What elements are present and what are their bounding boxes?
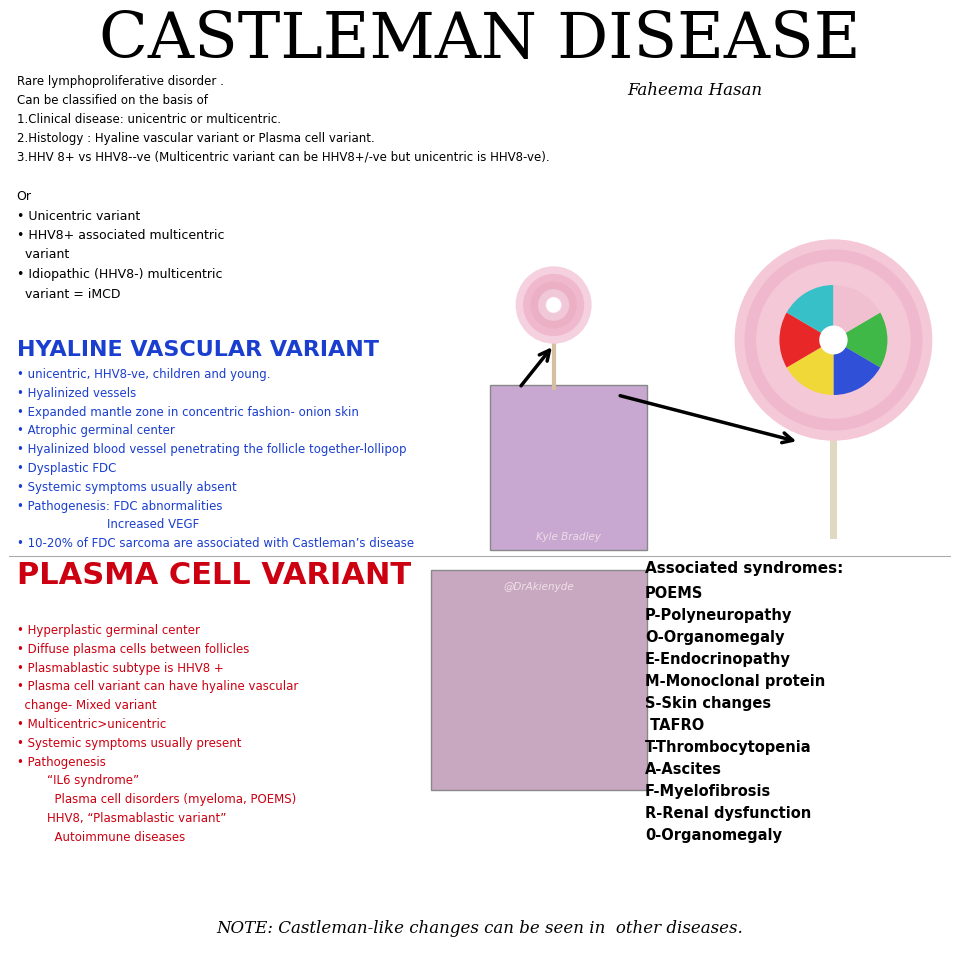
Circle shape [546, 298, 561, 313]
Wedge shape [833, 285, 880, 340]
Circle shape [516, 267, 591, 343]
Text: Kyle Bradley: Kyle Bradley [536, 532, 601, 542]
Text: • Hyperplastic germinal center
• Diffuse plasma cells between follicles
• Plasma: • Hyperplastic germinal center • Diffuse… [16, 624, 298, 844]
Circle shape [820, 326, 847, 353]
Text: CASTLEMAN DISEASE: CASTLEMAN DISEASE [99, 10, 861, 71]
Text: POEMS: POEMS [645, 586, 704, 601]
Text: M-Monoclonal protein: M-Monoclonal protein [645, 674, 826, 689]
Text: TAFRO: TAFRO [645, 718, 705, 733]
Text: NOTE: Castleman-like changes can be seen in  other diseases.: NOTE: Castleman-like changes can be seen… [217, 920, 743, 937]
Text: F-Myelofibrosis: F-Myelofibrosis [645, 784, 771, 799]
Text: R-Renal dysfunction: R-Renal dysfunction [645, 806, 811, 821]
Bar [431, 570, 647, 790]
Text: 0-Organomegaly: 0-Organomegaly [645, 828, 782, 843]
Text: P-Polyneuropathy: P-Polyneuropathy [645, 608, 792, 623]
Wedge shape [786, 285, 833, 340]
Text: E-Endocrinopathy: E-Endocrinopathy [645, 652, 791, 667]
Wedge shape [833, 313, 887, 368]
Wedge shape [786, 340, 833, 395]
Circle shape [539, 290, 568, 321]
Text: A-Ascites: A-Ascites [645, 762, 722, 777]
Text: @DrAkienyde: @DrAkienyde [504, 582, 574, 592]
Text: HYALINE VASCULAR VARIANT: HYALINE VASCULAR VARIANT [16, 340, 378, 360]
Text: Rare lymphoproliferative disorder .
Can be classified on the basis of
1.Clinical: Rare lymphoproliferative disorder . Can … [16, 75, 549, 164]
Text: Associated syndromes:: Associated syndromes: [645, 561, 843, 576]
Circle shape [735, 240, 931, 440]
Text: T-Thrombocytopenia: T-Thrombocytopenia [645, 740, 811, 755]
Text: Or
• Unicentric variant
• HHV8+ associated multicentric
  variant
• Idiopathic (: Or • Unicentric variant • HHV8+ associat… [16, 190, 224, 300]
Text: S-Skin changes: S-Skin changes [645, 696, 771, 711]
Wedge shape [833, 340, 880, 395]
Wedge shape [780, 313, 833, 368]
Circle shape [531, 282, 576, 327]
Text: • unicentric, HHV8-ve, children and young.
• Hyalinized vessels
• Expanded mantl: • unicentric, HHV8-ve, children and youn… [16, 368, 414, 550]
Bar [490, 385, 647, 550]
Text: Faheema Hasan: Faheema Hasan [627, 82, 762, 99]
Text: O-Organomegaly: O-Organomegaly [645, 630, 784, 645]
Circle shape [524, 275, 584, 335]
Text: PLASMA CELL VARIANT: PLASMA CELL VARIANT [16, 561, 411, 590]
Circle shape [745, 250, 922, 430]
Circle shape [756, 262, 910, 418]
Circle shape [547, 299, 561, 312]
